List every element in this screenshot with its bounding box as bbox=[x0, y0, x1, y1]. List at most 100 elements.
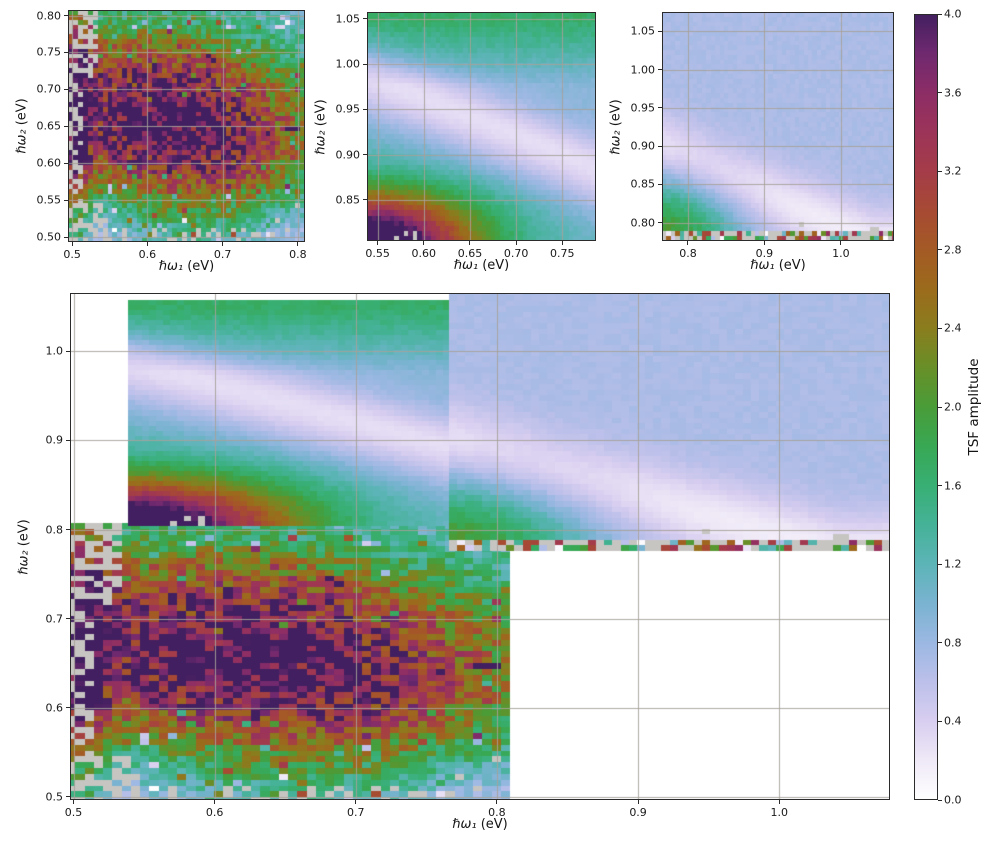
x-tick-mark bbox=[637, 800, 639, 804]
x-axis-symbol: ℏω₁ bbox=[452, 817, 477, 832]
colorbar-tick-mark bbox=[938, 406, 942, 408]
x-tick-mark bbox=[377, 241, 379, 245]
heatmap-canvas-top-left bbox=[68, 10, 305, 242]
y-tick-label: 0.55 bbox=[36, 193, 62, 207]
x-tick-label: 0.5 bbox=[63, 248, 81, 261]
colorbar-tick-mark bbox=[938, 92, 942, 94]
colorbar-tick-label: 2.4 bbox=[944, 321, 962, 335]
y-tick-mark bbox=[658, 222, 662, 224]
y-axis-symbol: ℏω₂ bbox=[14, 129, 30, 154]
y-tick-mark bbox=[363, 154, 367, 156]
x-tick-mark bbox=[71, 242, 73, 246]
y-tick-label: 1.05 bbox=[630, 24, 656, 38]
x-tick-label: 0.9 bbox=[755, 247, 774, 260]
x-tick-label: 0.75 bbox=[550, 247, 575, 260]
x-tick-label: 1.0 bbox=[770, 806, 788, 819]
x-tick-label: 0.60 bbox=[411, 247, 437, 260]
x-axis-label-top-middle: ℏω₁ (eV) bbox=[454, 258, 510, 273]
x-tick-mark bbox=[297, 242, 299, 246]
heatmap-panel-top-left bbox=[68, 10, 305, 242]
y-tick-mark bbox=[363, 63, 367, 65]
y-tick-mark bbox=[66, 618, 70, 620]
heatmap-panel-top-middle bbox=[367, 12, 596, 241]
y-tick-label: 0.80 bbox=[36, 9, 62, 23]
x-tick-mark bbox=[214, 800, 216, 804]
y-tick-mark bbox=[66, 350, 70, 352]
y-tick-mark bbox=[658, 107, 662, 109]
y-tick-mark bbox=[64, 51, 68, 53]
x-tick-mark bbox=[515, 241, 517, 245]
heatmap-canvas-top-right bbox=[662, 12, 894, 241]
x-tick-label: 1.0 bbox=[832, 247, 850, 260]
y-tick-mark bbox=[64, 15, 68, 17]
y-tick-label: 1.00 bbox=[630, 63, 656, 77]
colorbar bbox=[914, 14, 938, 800]
colorbar-tick-mark bbox=[938, 249, 942, 251]
x-tick-mark bbox=[496, 800, 498, 804]
x-tick-mark bbox=[73, 800, 75, 804]
y-tick-label: 0.95 bbox=[335, 102, 361, 116]
y-tick-mark bbox=[66, 796, 70, 798]
colorbar-tick-mark bbox=[938, 13, 942, 15]
y-tick-mark bbox=[64, 199, 68, 201]
x-tick-mark bbox=[355, 800, 357, 804]
y-tick-mark bbox=[363, 108, 367, 110]
x-tick-mark bbox=[222, 242, 224, 246]
x-tick-label: 0.65 bbox=[457, 247, 483, 260]
x-axis-unit: (eV) bbox=[476, 817, 508, 832]
y-axis-symbol: ℏω₂ bbox=[16, 549, 32, 575]
x-tick-label: 0.70 bbox=[503, 247, 529, 260]
x-tick-label: 0.8 bbox=[679, 247, 697, 260]
x-tick-label: 0.7 bbox=[347, 806, 365, 819]
y-tick-label: 0.8 bbox=[45, 523, 64, 537]
y-tick-mark bbox=[658, 30, 662, 32]
y-tick-mark bbox=[658, 145, 662, 147]
colorbar-tick-label: 3.2 bbox=[944, 164, 962, 178]
y-tick-mark bbox=[66, 439, 70, 441]
y-tick-label: 1.00 bbox=[335, 57, 361, 71]
colorbar-tick-mark bbox=[938, 720, 942, 722]
x-axis-symbol: ℏω₁ bbox=[453, 258, 479, 273]
colorbar-tick-label: 0.8 bbox=[944, 636, 962, 650]
colorbar-tick-label: 3.6 bbox=[944, 86, 962, 100]
heatmap-panel-top-right bbox=[662, 12, 894, 241]
x-axis-unit: (eV) bbox=[478, 258, 510, 273]
x-tick-mark bbox=[687, 241, 689, 245]
colorbar-label-text: TSF amplitude bbox=[966, 358, 982, 456]
y-tick-label: 0.90 bbox=[630, 139, 656, 153]
x-tick-mark bbox=[763, 241, 765, 245]
x-tick-label: 0.9 bbox=[629, 806, 647, 819]
y-tick-mark bbox=[66, 707, 70, 709]
y-tick-label: 0.50 bbox=[36, 230, 62, 244]
colorbar-tick-label: 1.6 bbox=[944, 479, 962, 493]
y-tick-label: 0.5 bbox=[45, 790, 64, 804]
x-axis-unit: (eV) bbox=[183, 259, 215, 274]
x-axis-label-top-left: ℏω₁ (eV) bbox=[159, 259, 215, 274]
y-tick-mark bbox=[64, 236, 68, 238]
x-tick-label: 0.6 bbox=[205, 806, 224, 819]
colorbar-tick-mark bbox=[938, 563, 942, 565]
y-tick-label: 0.65 bbox=[36, 119, 62, 133]
x-tick-label: 0.6 bbox=[138, 248, 157, 261]
y-tick-label: 0.7 bbox=[45, 612, 64, 626]
heatmap-canvas-bottom-composite bbox=[70, 293, 890, 800]
colorbar-tick-label: 2.8 bbox=[944, 243, 962, 257]
x-axis-symbol: ℏω₁ bbox=[158, 259, 184, 274]
y-tick-label: 0.90 bbox=[335, 148, 361, 162]
colorbar-tick-label: 0.4 bbox=[944, 714, 962, 728]
colorbar-tick-mark bbox=[938, 799, 942, 801]
x-tick-mark bbox=[146, 242, 148, 246]
y-tick-label: 0.95 bbox=[630, 101, 656, 115]
y-tick-label: 1.0 bbox=[45, 344, 64, 358]
x-axis-label-top-right: ℏω₁ (eV) bbox=[750, 258, 806, 273]
x-tick-mark bbox=[423, 241, 425, 245]
y-tick-mark bbox=[363, 199, 367, 201]
x-axis-unit: (eV) bbox=[774, 258, 806, 273]
y-tick-label: 0.80 bbox=[630, 216, 656, 230]
y-tick-label: 0.85 bbox=[630, 177, 656, 191]
colorbar-tick-label: 2.0 bbox=[944, 400, 962, 414]
x-tick-mark bbox=[469, 241, 471, 245]
x-tick-label: 0.8 bbox=[289, 248, 307, 261]
y-tick-label: 0.60 bbox=[36, 156, 62, 170]
colorbar-gradient bbox=[914, 14, 938, 800]
